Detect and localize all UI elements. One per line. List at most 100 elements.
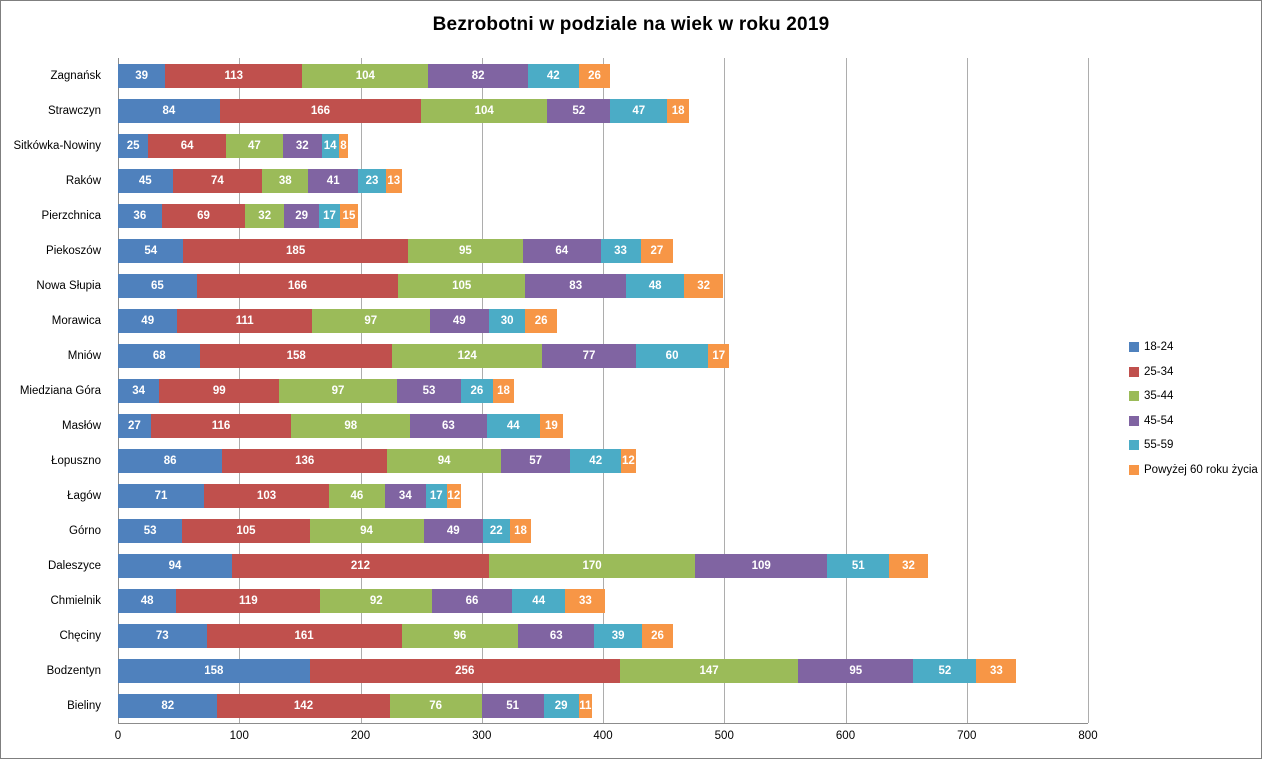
data-label: 161 [294,629,314,642]
bar-segment: 32 [282,133,322,158]
data-label: 33 [990,664,1003,677]
data-label: 82 [471,69,485,82]
bar-segment: 33 [600,238,641,263]
bar-segment: 97 [311,308,430,333]
data-label: 17 [712,349,726,362]
data-label: 26 [470,384,484,397]
bar-segment: 41 [308,168,359,193]
bar-segment: 69 [161,203,246,228]
bar-segment: 53 [396,378,462,403]
bar-segment: 29 [543,693,579,718]
bar-row: 86 136 94 57 42 12 [118,443,1088,478]
bar-segment: 95 [798,658,914,683]
bar-segment: 44 [512,588,566,613]
stacked-bar: 65 166 105 83 48 32 [118,273,1088,298]
category-label: Łagów [67,490,101,503]
data-label: 8 [340,139,347,152]
bar-row: 25 64 47 32 14 8 [118,128,1088,163]
bar-segment: 212 [231,553,490,578]
bar-segment: 64 [148,133,226,158]
data-label: 256 [455,664,475,677]
category-label: Bieliny [67,700,101,713]
category-label: Mniów [67,349,101,362]
data-label: 12 [622,454,635,467]
data-label: 97 [364,314,378,327]
data-label: 136 [295,454,315,467]
data-label: 111 [235,314,254,327]
bar-segment: 33 [565,588,606,613]
bar-segment: 94 [387,448,502,473]
bar-segment: 26 [578,63,611,88]
bar-segment: 158 [200,343,392,368]
bar-segment: 170 [489,553,696,578]
data-label: 99 [212,384,226,397]
data-label: 29 [554,699,568,712]
bar-segment: 105 [398,273,526,298]
data-label: 170 [582,559,602,572]
data-label: 185 [286,244,306,257]
bar-segment: 185 [183,238,408,263]
bar-segment: 82 [118,693,218,718]
bar-segment: 27 [118,413,151,438]
bar-segment: 13 [385,168,402,193]
bar-segment: 26 [641,623,674,648]
bar-segment: 23 [358,168,386,193]
data-label: 12 [447,489,461,502]
legend-swatch-icon [1129,391,1139,402]
category-label: Nowa Słupia [36,279,101,292]
data-label: 13 [387,174,401,187]
bar-segment: 74 [172,168,263,193]
data-label: 68 [152,349,166,362]
legend-item: 35-44 [1129,384,1258,409]
data-label: 60 [665,349,679,362]
stacked-bar: 73 161 96 63 39 26 [118,623,1088,648]
bar-segment: 63 [410,413,487,438]
bar-segment: 82 [428,63,528,88]
bar-segment: 32 [889,553,928,578]
bar-row: 158 256 147 95 52 33 [118,653,1088,688]
data-label: 83 [569,279,583,292]
data-label: 109 [751,559,771,572]
stacked-bar: 84 166 104 52 47 18 [118,98,1088,123]
data-label: 103 [256,489,277,502]
bar-segment: 45 [118,168,173,193]
stacked-bar: 49 111 97 49 30 26 [118,308,1088,333]
stacked-bar: 34 99 97 53 26 18 [118,378,1088,403]
data-label: 47 [248,139,261,152]
bar-segment: 46 [328,483,385,508]
data-label: 104 [355,69,375,82]
bar-segment: 36 [118,203,162,228]
data-label: 54 [144,244,158,257]
data-label: 53 [422,384,436,397]
bar-segment: 52 [547,98,611,123]
bar-row: 65 166 105 83 48 32 [118,268,1088,303]
bar-row: 54 185 95 64 33 27 [118,233,1088,268]
legend-swatch-icon [1129,342,1139,353]
bar-segment: 119 [176,588,321,613]
category-label: Masłów [62,419,101,432]
data-label: 212 [350,559,371,572]
data-label: 158 [204,664,224,677]
bar-segment: 158 [118,658,310,683]
legend: 18-24 25-34 35-44 45-54 55-59 Powyżej 60 roku… [1129,335,1258,482]
data-label: 48 [648,279,662,292]
stacked-bar: 36 69 32 29 17 15 [118,203,1088,228]
bar-segment: 97 [279,378,397,403]
bar-segment: 17 [425,483,447,508]
bar-segment: 53 [118,518,183,543]
legend-label: 25-34 [1144,365,1174,378]
bar-segment: 84 [118,98,220,123]
bar-segment: 86 [118,448,223,473]
data-label: 63 [441,419,455,432]
x-axis-tick-label: 0 [114,730,122,742]
bar-segment: 34 [384,483,426,508]
x-axis-tick-label: 800 [1078,730,1098,742]
plot-area: 39 113 104 82 42 26 84 166 104 52 47 18 25 64 47 32 14 8 4… [118,58,1089,724]
category-label: Chmielnik [50,595,102,608]
data-label: 71 [154,489,168,502]
bar-segment: 18 [667,98,690,123]
category-label: Morawica [51,314,101,327]
data-label: 48 [140,594,154,607]
category-label: Strawczyn [47,104,101,117]
bar-segment: 12 [446,483,462,508]
